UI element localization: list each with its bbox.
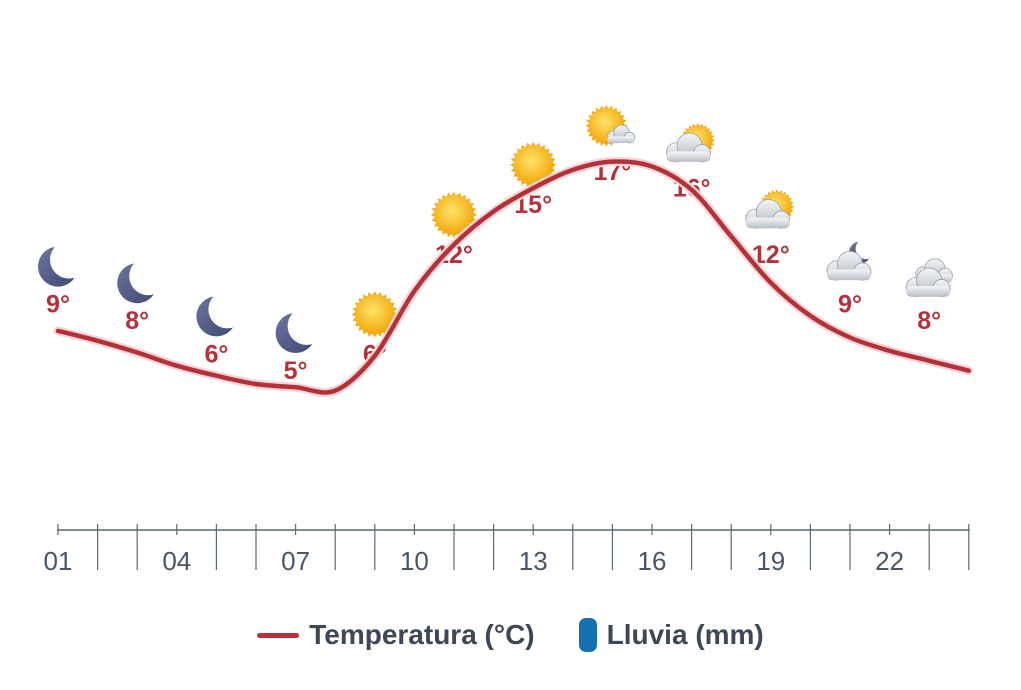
legend-rain-swatch [578,618,597,652]
weather-icons [38,104,953,353]
legend-label-temperature: Temperatura (°C) [309,619,535,650]
x-tick-label: 04 [162,546,191,576]
temp-label: 8° [125,307,149,335]
cloud-sun-icon [745,189,795,229]
x-tick-label: 22 [875,546,904,576]
temp-label: 6° [204,340,228,368]
x-tick-label: 07 [281,546,310,576]
x-tick-label: 16 [638,546,667,576]
x-tick-label: 13 [519,546,548,576]
cloud-sun-icon [666,123,715,163]
cloud-shape [606,124,636,144]
moon-icon [196,296,237,337]
cloud-shape [905,267,951,298]
moon-icon [275,313,316,353]
cloud-shape [666,132,712,163]
cloud-icon [905,258,953,298]
temperature-line [55,159,972,395]
chart-legend: Temperatura (°C) Lluvia (mm) [0,610,1021,660]
temperature-labels: 9°8°6°5°6°12°15°17°16°12°9°8° [46,158,941,385]
moon-icon [117,263,158,304]
legend-label-rain: Lluvia (mm) [606,619,764,650]
x-axis: 01 04 07 10 13 16 19 22 [44,524,970,576]
x-tick-label: 19 [756,546,785,576]
cloud-shape [826,250,872,281]
moon-icon [38,246,78,287]
temperature-series [53,156,974,397]
temp-label: 8° [917,307,941,335]
legend-line-swatch [257,632,300,638]
temp-label: 5° [284,357,308,385]
x-tick-label: 10 [400,546,429,576]
cloud-moon-icon [826,241,872,281]
cloud-shape [745,199,791,229]
temp-label: 9° [838,291,862,319]
sun-behind-cloud-icon [585,104,636,147]
legend-item-temperature[interactable]: Temperatura (°C) [257,619,535,651]
x-tick-label: 01 [44,546,73,576]
temp-label: 9° [46,291,70,319]
legend-item-rain[interactable]: Lluvia (mm) [578,618,764,652]
